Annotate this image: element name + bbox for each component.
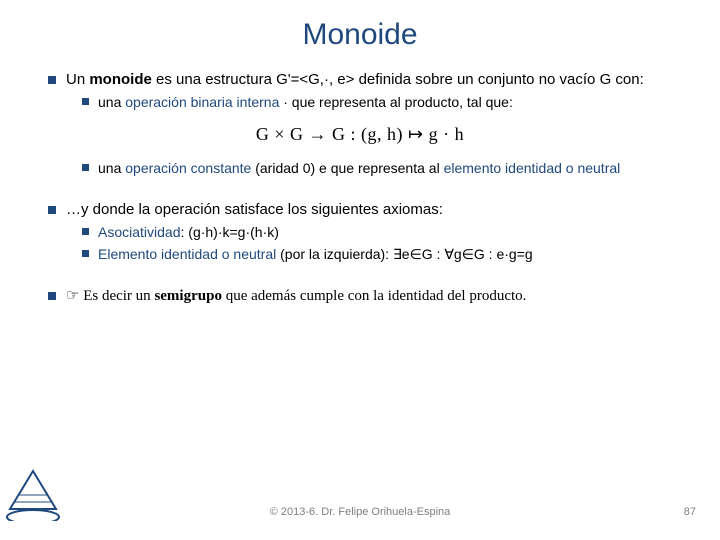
bullet-associativity: Asociatividad: (g·h)·k=g·(h·k) [82, 223, 672, 242]
page-number: 87 [684, 506, 696, 518]
pointing-hand-icon: ☞ [66, 288, 79, 304]
slide-title: Monoide [48, 18, 672, 52]
bullet-text: Asociatividad: (g·h)·k=g·(h·k) [98, 223, 279, 242]
term-monoide: monoide [89, 71, 152, 88]
highlight-term: Elemento identidad o neutral [98, 246, 276, 262]
term-semigrupo: semigrupo [154, 288, 222, 304]
square-bullet-icon [48, 76, 56, 84]
square-bullet-icon [82, 98, 89, 105]
highlight-term: Asociatividad [98, 224, 181, 240]
bullet-axioms: …y donde la operación satisface los sigu… [48, 200, 672, 220]
bullet-note: ☞ Es decir un semigrupo que además cumpl… [48, 286, 672, 306]
text-fragment: es una estructura G'=<G,·, e> definida s… [152, 71, 644, 88]
institution-logo [4, 465, 62, 534]
formula: G × G → G : (g, h) ↦ g · h [256, 124, 464, 144]
formula-row: G × G → G : (g, h) ↦ g · h [48, 124, 672, 145]
text-fragment: una [98, 160, 125, 176]
bullet-binary-op: una operación binaria interna · que repr… [82, 93, 672, 112]
bullet-text: una operación binaria interna · que repr… [98, 93, 513, 112]
logo-icon [4, 465, 62, 529]
square-bullet-icon [48, 206, 56, 214]
text-fragment: Un [66, 71, 89, 88]
text-fragment: que además cumple con la identidad del p… [222, 288, 526, 304]
square-bullet-icon [48, 292, 56, 300]
bullet-text: Elemento identidad o neutral (por la izq… [98, 245, 533, 264]
slide: Monoide Un monoide es una estructura G'=… [0, 0, 720, 540]
text-fragment: : (g·h)·k=g·(h·k) [181, 224, 279, 240]
bullet-definition: Un monoide es una estructura G'=<G,·, e>… [48, 70, 672, 90]
highlight-term: operación binaria interna [125, 94, 279, 110]
bullet-constant-op: una operación constante (aridad 0) e que… [82, 159, 672, 178]
text-fragment: · que representa al producto, tal que: [279, 94, 512, 110]
highlight-term: elemento identidad o neutral [444, 160, 621, 176]
spacer [48, 266, 672, 280]
bullet-text: …y donde la operación satisface los sigu… [66, 200, 443, 220]
highlight-term: operación constante [125, 160, 251, 176]
square-bullet-icon [82, 228, 89, 235]
spacer [48, 180, 672, 194]
bullet-text: una operación constante (aridad 0) e que… [98, 159, 620, 178]
square-bullet-icon [82, 250, 89, 257]
note-text: ☞ Es decir un semigrupo que además cumpl… [66, 286, 526, 306]
copyright-text: © 2013-6. Dr. Felipe Orihuela-Espina [0, 506, 720, 518]
bullet-text: Un monoide es una estructura G'=<G,·, e>… [66, 70, 644, 90]
text-fragment: una [98, 94, 125, 110]
text-fragment: (aridad 0) e que representa al [251, 160, 443, 176]
square-bullet-icon [82, 164, 89, 171]
bullet-identity: Elemento identidad o neutral (por la izq… [82, 245, 672, 264]
text-fragment: Es decir un [79, 288, 154, 304]
text-fragment: (por la izquierda): ∃e∈G : ∀g∈G : e·g=g [276, 246, 532, 262]
